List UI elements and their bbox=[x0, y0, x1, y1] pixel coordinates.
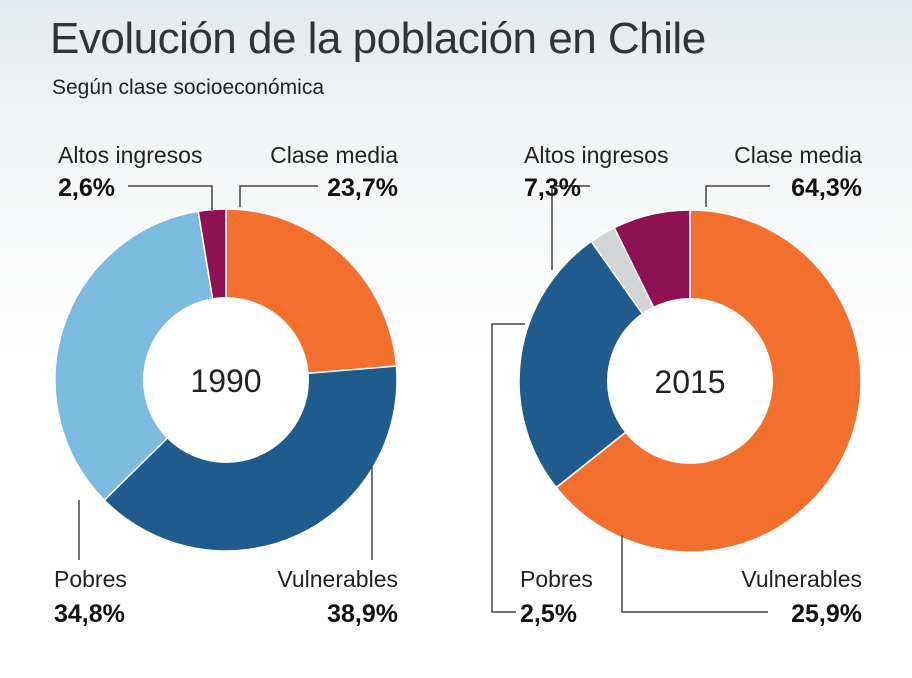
chart-subtitle: Según clase socioeconómica bbox=[52, 76, 324, 99]
donut-hole-1990 bbox=[143, 297, 309, 463]
label-altos-1990: Altos ingresos bbox=[58, 142, 202, 168]
leader-vulnerables-1990 bbox=[368, 467, 373, 560]
center-label-1990: 1990 bbox=[190, 363, 261, 399]
label-media-1990: Clase media bbox=[270, 142, 398, 168]
leader-altos-2015 bbox=[551, 185, 590, 270]
leader-pobres-2015 bbox=[491, 323, 525, 613]
value-altos-2015: 7,3% bbox=[524, 174, 581, 202]
label-vulnerables-2015: Vulnerables bbox=[741, 566, 862, 592]
value-altos-1990: 2,6% bbox=[58, 174, 115, 202]
value-media-1990: 23,7% bbox=[327, 174, 398, 202]
slice-vulnerables-2015 bbox=[518, 240, 692, 489]
label-media-2015: Clase media bbox=[734, 142, 862, 168]
value-pobres-2015: 2,5% bbox=[520, 600, 577, 628]
label-pobres-2015: Pobres bbox=[520, 566, 593, 592]
value-pobres-1990: 34,8% bbox=[54, 600, 125, 628]
slice-pobres-1990 bbox=[54, 210, 227, 502]
leader-vulnerables-2015 bbox=[621, 535, 768, 613]
leader-altos-1990 bbox=[128, 185, 213, 210]
label-altos-2015: Altos ingresos bbox=[524, 142, 668, 168]
label-vulnerables-1990: Vulnerables bbox=[277, 566, 398, 592]
center-label-2015: 2015 bbox=[654, 364, 725, 400]
chart-title: Evolución de la población en Chile bbox=[50, 14, 706, 63]
donut-2015: 2015 Altos ingresos 7,3% Clase media 64,… bbox=[491, 142, 862, 628]
donut-hole-2015 bbox=[607, 298, 773, 464]
label-pobres-1990: Pobres bbox=[54, 566, 127, 592]
value-vulnerables-1990: 38,9% bbox=[327, 600, 398, 628]
leader-media-2015 bbox=[705, 185, 770, 207]
value-media-2015: 64,3% bbox=[791, 174, 862, 202]
leader-media-1990 bbox=[239, 185, 318, 207]
donut-1990: 1990 Altos ingresos 2,6% Clase media 23,… bbox=[54, 142, 398, 628]
value-vulnerables-2015: 25,9% bbox=[791, 600, 862, 628]
